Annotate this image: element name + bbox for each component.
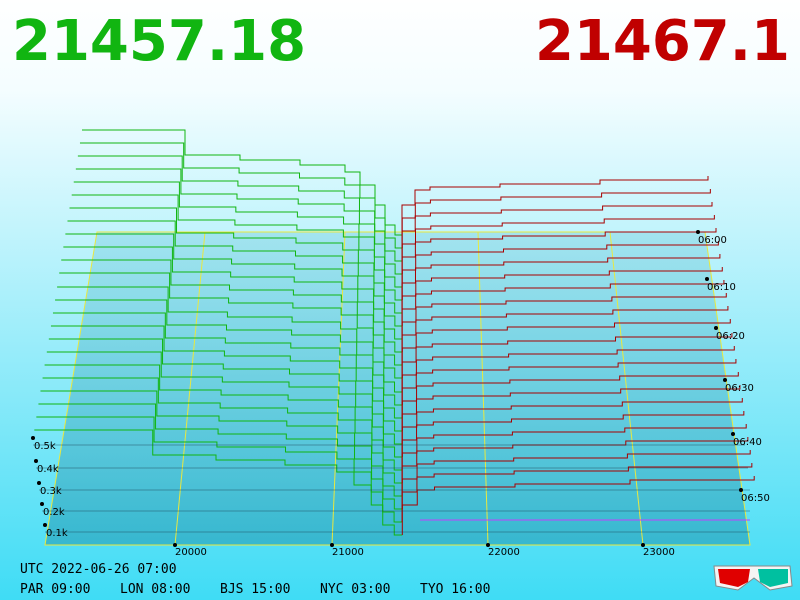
volume-label: 0.4k xyxy=(37,464,59,475)
time-label: 06:40 xyxy=(733,437,762,448)
time-label: 06:20 xyxy=(716,331,745,342)
volume-label: 0.1k xyxy=(46,528,68,539)
grid-line xyxy=(174,231,206,546)
ask-price: 21467.1 xyxy=(535,9,790,74)
volume-label: 0.2k xyxy=(43,507,65,518)
volume-label: 0.3k xyxy=(40,486,62,497)
zone-time: BJS 15:00 xyxy=(220,582,290,597)
axis-markers xyxy=(31,230,743,547)
zone-time: PAR 09:00 xyxy=(20,582,90,597)
bid-price: 21457.18 xyxy=(12,9,306,74)
volume-levels xyxy=(33,444,750,533)
time-label: 06:30 xyxy=(725,383,754,394)
price-label: 20000 xyxy=(175,547,207,558)
zone-time: TYO 16:00 xyxy=(420,582,490,597)
time-label: 06:10 xyxy=(707,282,736,293)
volume-label: 0.5k xyxy=(34,441,56,452)
3d-glasses-button[interactable] xyxy=(713,565,793,591)
zone-time: LON 08:00 xyxy=(120,582,190,597)
utc-time: UTC 2022-06-26 07:00 xyxy=(20,562,177,577)
price-label: 22000 xyxy=(488,547,520,558)
zone-time: NYC 03:00 xyxy=(320,582,390,597)
floor-plane xyxy=(44,231,751,546)
time-label: 06:00 xyxy=(698,235,727,246)
grid-line xyxy=(477,231,489,546)
time-label: 06:50 xyxy=(741,493,770,504)
price-label: 21000 xyxy=(332,547,364,558)
price-label: 23000 xyxy=(643,547,675,558)
